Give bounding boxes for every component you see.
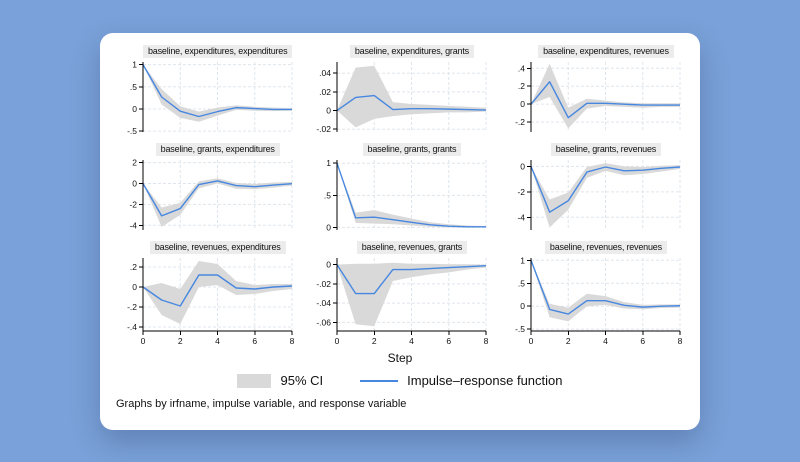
- subplot-canvas: 1 .5 0 -.5 0 2 4 6 8: [515, 255, 683, 346]
- subplot-canvas: .4 .2 0 -.2: [515, 62, 681, 132]
- ci-swatch: [237, 373, 272, 388]
- svg-text:.2: .2: [130, 262, 137, 272]
- legend-label-irf: Impulse–response function: [407, 373, 563, 388]
- svg-text:4: 4: [215, 336, 220, 346]
- subplot: baseline, grants, expenditures 2 0 -2 -4: [116, 143, 298, 234]
- irf-grid: baseline, expenditures, expenditures 1.5…: [116, 45, 684, 348]
- svg-text:4: 4: [604, 336, 609, 346]
- subplot-title: baseline, expenditures, grants: [349, 45, 474, 58]
- svg-text:.02: .02: [320, 87, 332, 97]
- svg-text:4: 4: [410, 336, 415, 346]
- svg-text:0: 0: [521, 161, 526, 171]
- svg-text:6: 6: [447, 336, 452, 346]
- subplot: baseline, revenues, grants 0 -.02 -.04 -.06…: [310, 241, 492, 348]
- svg-text:-.4: -.4: [127, 322, 137, 332]
- svg-text:1: 1: [327, 158, 332, 168]
- svg-text:-4: -4: [518, 212, 526, 222]
- svg-text:-.5: -.5: [127, 126, 137, 136]
- svg-text:0: 0: [327, 260, 332, 270]
- svg-text:6: 6: [252, 336, 257, 346]
- subplot-canvas: 1 .5 0 -.5: [127, 60, 293, 136]
- irf-graph-card: baseline, expenditures, expenditures 1.5…: [100, 33, 700, 430]
- svg-text:0: 0: [132, 282, 137, 292]
- subplot: baseline, grants, revenues 0 -2 -4: [504, 143, 686, 234]
- svg-text:-.2: -.2: [127, 302, 137, 312]
- svg-text:0: 0: [521, 301, 526, 311]
- x-axis-label: Step: [387, 351, 413, 365]
- svg-text:0: 0: [141, 336, 146, 346]
- subplot-title: baseline, grants, revenues: [550, 143, 662, 156]
- svg-text:8: 8: [678, 336, 683, 346]
- svg-text:-.06: -.06: [317, 317, 332, 327]
- svg-text:0: 0: [327, 222, 332, 232]
- subplot-title: baseline, expenditures, expenditures: [143, 45, 293, 58]
- subplot: baseline, revenues, revenues 1 .5 0 -.5 0 2 4 6…: [504, 241, 686, 348]
- svg-text:-.5: -.5: [515, 324, 525, 334]
- svg-text:2: 2: [566, 336, 571, 346]
- subplot-title: baseline, expenditures, revenues: [538, 45, 674, 58]
- svg-text:1: 1: [521, 255, 526, 265]
- subplot-title: baseline, grants, expenditures: [155, 143, 280, 156]
- svg-text:-2: -2: [518, 187, 526, 197]
- irf-line-swatch: [360, 379, 399, 382]
- subplot-canvas: .2 0 -.2 -.4 0 2 4 6 8: [127, 258, 295, 346]
- subplot: baseline, expenditures, revenues .4 .2 0 -.…: [504, 45, 686, 136]
- subplot: baseline, expenditures, grants .04 .02 0 -.…: [310, 45, 492, 136]
- svg-text:-.02: -.02: [317, 279, 332, 289]
- subplot: baseline, expenditures, expenditures 1 .5…: [116, 45, 298, 136]
- svg-text:-2: -2: [129, 199, 137, 209]
- svg-text:6: 6: [641, 336, 646, 346]
- subplot: baseline, revenues, expenditures .2 0 -.2 -…: [116, 241, 298, 348]
- svg-text:2: 2: [132, 158, 137, 168]
- svg-text:0: 0: [521, 99, 526, 109]
- svg-text:0: 0: [132, 179, 137, 189]
- svg-text:.2: .2: [518, 81, 525, 91]
- legend-label-ci: 95% CI: [280, 373, 324, 388]
- svg-text:0: 0: [335, 336, 340, 346]
- subplot-title: baseline, revenues, expenditures: [149, 241, 286, 254]
- subplot: baseline, grants, grants 1.5 0: [310, 143, 492, 234]
- svg-text:8: 8: [290, 336, 295, 346]
- subplot-canvas: 2 0 -2 -4: [129, 158, 293, 230]
- subplot-title: baseline, grants, grants: [362, 143, 462, 156]
- svg-text:0: 0: [327, 106, 332, 116]
- svg-text:0: 0: [529, 336, 534, 346]
- svg-text:0: 0: [132, 104, 137, 114]
- svg-text:1: 1: [132, 60, 137, 70]
- subplot-canvas: 0-.02-.04-.060 2 4 6 8: [317, 258, 489, 346]
- svg-text:-.04: -.04: [317, 298, 332, 308]
- svg-text:.4: .4: [518, 63, 525, 73]
- svg-text:2: 2: [178, 336, 183, 346]
- svg-text:2: 2: [372, 336, 377, 346]
- svg-text:-.2: -.2: [515, 117, 525, 127]
- subplot-title: baseline, revenues, revenues: [544, 241, 667, 254]
- subplot-canvas: 0 -2 -4: [518, 160, 681, 230]
- svg-text:-.02: -.02: [317, 124, 332, 134]
- legend: 95% CI Impulse–response function: [116, 373, 684, 388]
- subplot-title: baseline, revenues, grants: [356, 241, 468, 254]
- svg-text:.04: .04: [320, 68, 332, 78]
- svg-text:.5: .5: [130, 82, 137, 92]
- svg-text:.5: .5: [324, 190, 331, 200]
- subplot-canvas: .04 .02 0 -.02: [317, 62, 487, 134]
- subplot-canvas: 1.50: [324, 158, 487, 232]
- graphs-by-note: Graphs by irfname, impulse variable, and…: [116, 398, 407, 410]
- svg-text:8: 8: [484, 336, 489, 346]
- svg-text:.5: .5: [518, 278, 525, 288]
- svg-text:-4: -4: [129, 220, 137, 230]
